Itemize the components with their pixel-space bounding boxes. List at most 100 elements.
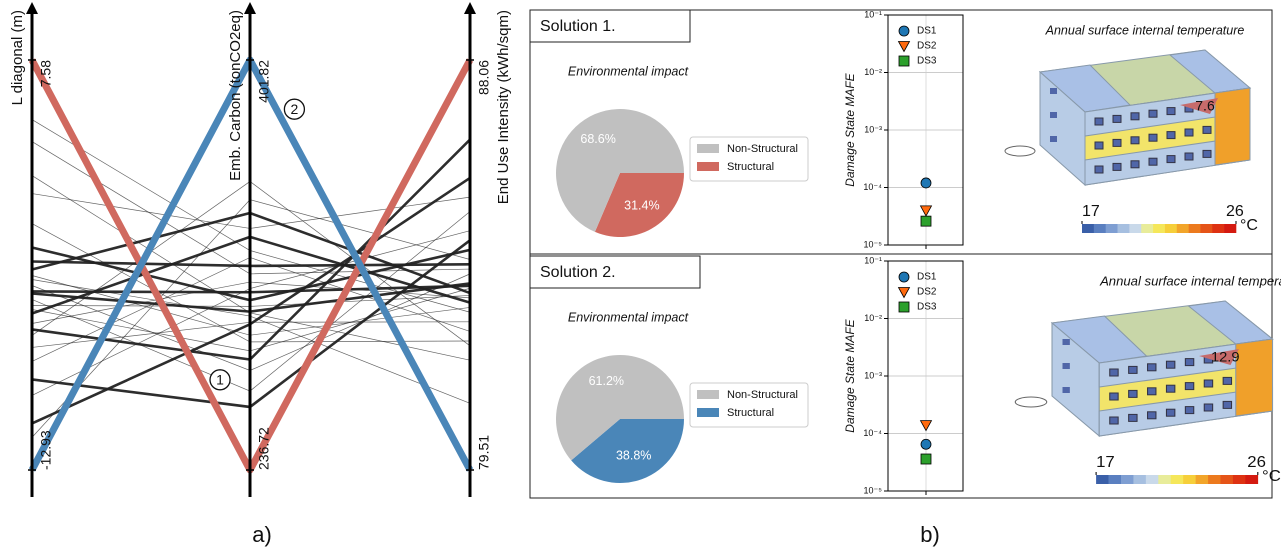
y-tick-label: 10⁻⁴ — [863, 182, 882, 192]
colorbar-cell — [1220, 475, 1233, 484]
figure: a) b) 12-12.937.58L diagonal (m)236.7240… — [0, 0, 1281, 551]
window — [1113, 139, 1121, 146]
colorbar-cell — [1177, 224, 1189, 233]
y-tick-label: 10⁻⁵ — [864, 485, 883, 495]
colorbar-cell — [1133, 475, 1146, 484]
window — [1148, 388, 1156, 395]
axis-title: Emb. Carbon (tonCO2eq) — [227, 10, 244, 181]
tick-label: 88.06 — [476, 60, 492, 95]
legend-swatch — [697, 390, 719, 399]
y-tick-label: 10⁻¹ — [864, 255, 882, 265]
colorbar-cell — [1109, 475, 1122, 484]
colorbar-cell — [1096, 475, 1109, 484]
compass — [1005, 146, 1035, 156]
window — [1223, 377, 1231, 384]
window — [1113, 163, 1121, 170]
legend-swatch — [697, 162, 719, 171]
thermal-model: Annual surface internal temperature7.617… — [1005, 23, 1258, 234]
window — [1148, 412, 1156, 419]
pie-value-label: 31.4% — [624, 198, 659, 212]
colorbar-cell — [1082, 224, 1094, 233]
tick-label: 401.82 — [256, 60, 272, 103]
window — [1050, 112, 1057, 118]
colorbar-cell — [1146, 475, 1159, 484]
colorbar-cell — [1200, 224, 1212, 233]
compass — [1015, 397, 1047, 407]
thermal-title: Annual surface internal temperature — [1045, 23, 1245, 37]
legend-label: DS2 — [917, 41, 937, 52]
panel-label: a) — [252, 522, 272, 547]
window — [1204, 380, 1212, 387]
tick-label: 236.72 — [256, 427, 272, 470]
y-tick-label: 10⁻⁵ — [864, 239, 883, 249]
colorbar-cell — [1224, 224, 1236, 233]
legend-label: Structural — [727, 161, 774, 173]
data-point — [921, 454, 931, 464]
y-axis-title: Damage State MAFE — [843, 72, 857, 186]
window — [1063, 363, 1070, 369]
colorbar-tick-label: 17 — [1082, 203, 1100, 220]
series-name: 2 — [291, 101, 299, 117]
hot-zone — [1215, 88, 1250, 165]
window — [1185, 129, 1193, 136]
window — [1166, 409, 1174, 416]
y-tick-label: 10⁻⁴ — [863, 428, 882, 438]
window — [1063, 339, 1070, 345]
window — [1129, 366, 1137, 373]
colorbar-cell — [1153, 224, 1165, 233]
window — [1223, 401, 1231, 408]
thermal-model: Annual surface internal temperature12.91… — [1015, 274, 1281, 486]
window — [1063, 387, 1070, 393]
panel-label: b) — [920, 522, 940, 547]
window — [1167, 132, 1175, 139]
window — [1166, 361, 1174, 368]
window — [1131, 137, 1139, 144]
legend-label: DS1 — [917, 26, 937, 37]
window — [1149, 110, 1157, 117]
window — [1185, 359, 1193, 366]
colorbar-cell — [1196, 475, 1209, 484]
window — [1185, 383, 1193, 390]
window — [1131, 113, 1139, 120]
colorbar-cell — [1118, 224, 1130, 233]
axis-arrow — [244, 2, 256, 14]
pie-title: Environmental impact — [568, 310, 689, 324]
colorbar-cell — [1183, 475, 1196, 484]
colorbar-cell — [1158, 475, 1171, 484]
solution-title: Solution 1. — [540, 18, 616, 35]
window — [1113, 115, 1121, 122]
window — [1148, 364, 1156, 371]
series-name: 1 — [216, 372, 224, 388]
window — [1166, 385, 1174, 392]
legend-marker — [899, 288, 910, 298]
data-point — [921, 216, 931, 226]
annotation: 12.9 — [1211, 350, 1240, 366]
data-point — [921, 206, 932, 216]
window — [1095, 118, 1103, 125]
legend-label: DS2 — [917, 287, 937, 298]
colorbar-cell — [1245, 475, 1258, 484]
y-tick-label: 10⁻³ — [864, 370, 882, 380]
axis-title: End Use Intensity (kWh/sqm) — [495, 10, 512, 204]
tick-label: -12.93 — [38, 430, 54, 470]
window — [1095, 142, 1103, 149]
window — [1203, 126, 1211, 133]
data-point — [921, 421, 932, 431]
legend-marker — [899, 56, 909, 66]
legend-marker — [899, 42, 910, 52]
legend-swatch — [697, 408, 719, 417]
pie-value-label: 61.2% — [589, 374, 624, 388]
colorbar-cell — [1208, 475, 1221, 484]
window — [1110, 417, 1118, 424]
colorbar-cell — [1189, 224, 1201, 233]
legend-label: Non-Structural — [727, 143, 798, 155]
window — [1167, 108, 1175, 115]
axis-arrow — [464, 2, 476, 14]
axis-title: L diagonal (m) — [9, 10, 26, 105]
window — [1110, 393, 1118, 400]
colorbar-cell — [1165, 224, 1177, 233]
colorbar-tick-label: 17 — [1096, 454, 1115, 472]
legend-marker — [899, 26, 909, 36]
colorbar-unit: °C — [1262, 468, 1281, 486]
axis-arrow — [26, 2, 38, 14]
